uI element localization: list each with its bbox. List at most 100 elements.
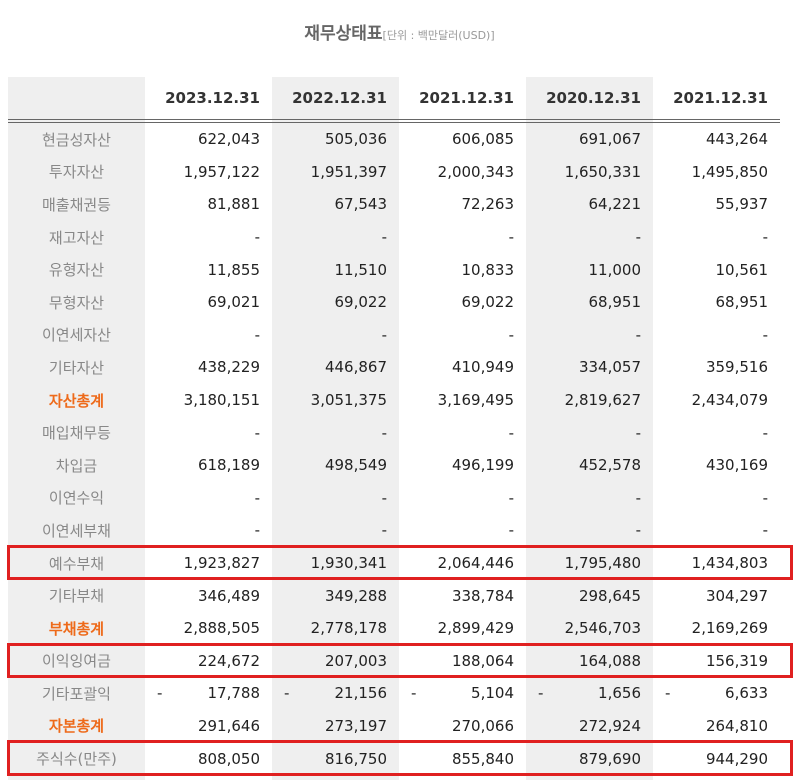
value-text: 5,104 bbox=[471, 684, 514, 703]
table-row: 무형자산 69,021 69,022 69,022 68,951 68,951 bbox=[8, 286, 780, 319]
value-cell: 69,022 bbox=[334, 293, 388, 312]
value-cell: 2,899,429 bbox=[437, 619, 514, 638]
value-cell: 55,937 bbox=[715, 195, 769, 214]
value-cell: 1,923,827 bbox=[183, 554, 260, 573]
value-cell: 2,064,446 bbox=[437, 554, 514, 573]
balance-sheet-table: 2023.12.31 2022.12.31 2021.12.31 2020.12… bbox=[8, 77, 780, 775]
row-label: 기타자산 bbox=[48, 358, 105, 377]
value-cell: - bbox=[635, 488, 641, 507]
value-cell: - bbox=[635, 423, 641, 442]
row-label: 유형자산 bbox=[48, 261, 105, 280]
row-label: 주식수(만주) bbox=[36, 750, 117, 769]
value-cell: 430,169 bbox=[705, 456, 768, 475]
value-cell: 2,819,627 bbox=[564, 391, 641, 410]
value-cell: 264,810 bbox=[705, 716, 768, 735]
shaded-column-2020 bbox=[526, 77, 653, 780]
row-label: 투자자산 bbox=[48, 163, 105, 182]
row-label: 부채총계 bbox=[48, 619, 105, 638]
value-cell: - bbox=[762, 325, 768, 344]
value-cell: 496,199 bbox=[451, 456, 514, 475]
row-label: 재고자산 bbox=[48, 228, 105, 247]
value-cell: - bbox=[508, 325, 514, 344]
table-row: 기타부채 346,489 349,288 338,784 298,645 304,297 bbox=[8, 579, 780, 612]
value-text: 21,156 bbox=[334, 684, 388, 703]
value-cell: 443,264 bbox=[705, 130, 768, 149]
value-cell: 498,549 bbox=[324, 456, 387, 475]
header-row: 2023.12.31 2022.12.31 2021.12.31 2020.12… bbox=[8, 77, 780, 121]
row-label: 무형자산 bbox=[48, 293, 105, 312]
table-row: 현금성자산 622,043 505,036 606,085 691,067 443,264 bbox=[8, 121, 780, 156]
value-cell: - bbox=[508, 521, 514, 540]
value-cell: 11,510 bbox=[334, 260, 388, 279]
header-year: 2021.12.31 bbox=[419, 89, 514, 107]
title-main: 재무상태표 bbox=[304, 24, 383, 44]
value-cell: 438,229 bbox=[197, 358, 260, 377]
value-cell: 1,650,331 bbox=[564, 162, 641, 181]
value-cell: 298,645 bbox=[578, 586, 641, 605]
value-text: 17,788 bbox=[207, 684, 261, 703]
value-cell: 69,022 bbox=[461, 293, 515, 312]
value-cell: - 5,104 bbox=[399, 677, 526, 710]
value-cell: - bbox=[254, 423, 260, 442]
title-unit: [단위 : 백만달러(USD)] bbox=[382, 29, 495, 42]
table-row: 자산총계 3,180,151 3,051,375 3,169,495 2,819,627… bbox=[8, 384, 780, 417]
row-label: 이익잉여금 bbox=[41, 652, 111, 671]
value-cell: 879,690 bbox=[578, 749, 641, 768]
value-cell: 291,646 bbox=[197, 716, 260, 735]
value-cell: 855,840 bbox=[451, 749, 514, 768]
value-cell: 272,924 bbox=[578, 716, 641, 735]
shaded-column-2022 bbox=[272, 77, 399, 780]
value-cell: - 21,156 bbox=[272, 677, 399, 710]
value-cell: 10,561 bbox=[715, 260, 769, 279]
row-label: 이연세부채 bbox=[41, 521, 111, 540]
value-cell: 68,951 bbox=[588, 293, 642, 312]
row-label: 자산총계 bbox=[48, 391, 105, 410]
value-cell: 1,930,341 bbox=[310, 554, 387, 573]
highlight-box bbox=[7, 740, 793, 776]
value-cell: 2,434,079 bbox=[691, 391, 768, 410]
value-cell: 346,489 bbox=[197, 586, 260, 605]
table-row: 재고자산 - - - - - bbox=[8, 221, 780, 254]
value-cell: - bbox=[381, 325, 387, 344]
header-year: 2021.12.31 bbox=[673, 89, 768, 107]
value-text: 6,633 bbox=[725, 684, 768, 703]
negative-dash: - bbox=[157, 684, 163, 703]
value-cell: 606,085 bbox=[451, 130, 514, 149]
value-cell: 207,003 bbox=[324, 651, 387, 670]
header-year: 2023.12.31 bbox=[165, 89, 260, 107]
value-cell: - bbox=[762, 488, 768, 507]
value-cell: 1,957,122 bbox=[183, 162, 260, 181]
value-cell: 2,546,703 bbox=[564, 619, 641, 638]
highlight-box bbox=[7, 642, 793, 679]
value-cell: - bbox=[381, 423, 387, 442]
value-cell: 691,067 bbox=[578, 130, 641, 149]
value-cell: 452,578 bbox=[578, 456, 641, 475]
negative-dash: - bbox=[538, 684, 544, 703]
value-cell: - bbox=[762, 228, 768, 247]
row-label: 기타부채 bbox=[48, 587, 105, 606]
value-cell: 11,000 bbox=[588, 260, 642, 279]
value-cell: - bbox=[254, 325, 260, 344]
value-cell: - bbox=[508, 228, 514, 247]
row-label: 매입채무등 bbox=[41, 424, 111, 443]
negative-dash: - bbox=[284, 684, 290, 703]
row-label: 매출채권등 bbox=[41, 195, 111, 214]
highlight-box bbox=[7, 544, 793, 581]
value-cell: 2,000,343 bbox=[437, 162, 514, 181]
value-cell: - bbox=[254, 521, 260, 540]
value-cell: - bbox=[254, 228, 260, 247]
value-cell: 2,888,505 bbox=[183, 619, 260, 638]
negative-dash: - bbox=[665, 684, 671, 703]
value-cell: 1,951,397 bbox=[310, 162, 387, 181]
value-cell: 1,495,850 bbox=[691, 162, 768, 181]
row-label: 예수부채 bbox=[48, 554, 105, 573]
value-cell: 164,088 bbox=[578, 651, 641, 670]
value-cell: 808,050 bbox=[197, 749, 260, 768]
value-cell: 338,784 bbox=[451, 586, 514, 605]
value-cell: - bbox=[381, 488, 387, 507]
shaded-column-label bbox=[8, 77, 145, 780]
value-cell: 3,180,151 bbox=[183, 391, 260, 410]
table-row: 기타포괄익 - 17,788 - 21,156 - 5,104 - 1,656 - 6,633 bbox=[8, 677, 780, 710]
value-cell: 618,189 bbox=[197, 456, 260, 475]
table-row: 기타자산 438,229 446,867 410,949 334,057 359,516 bbox=[8, 351, 780, 384]
